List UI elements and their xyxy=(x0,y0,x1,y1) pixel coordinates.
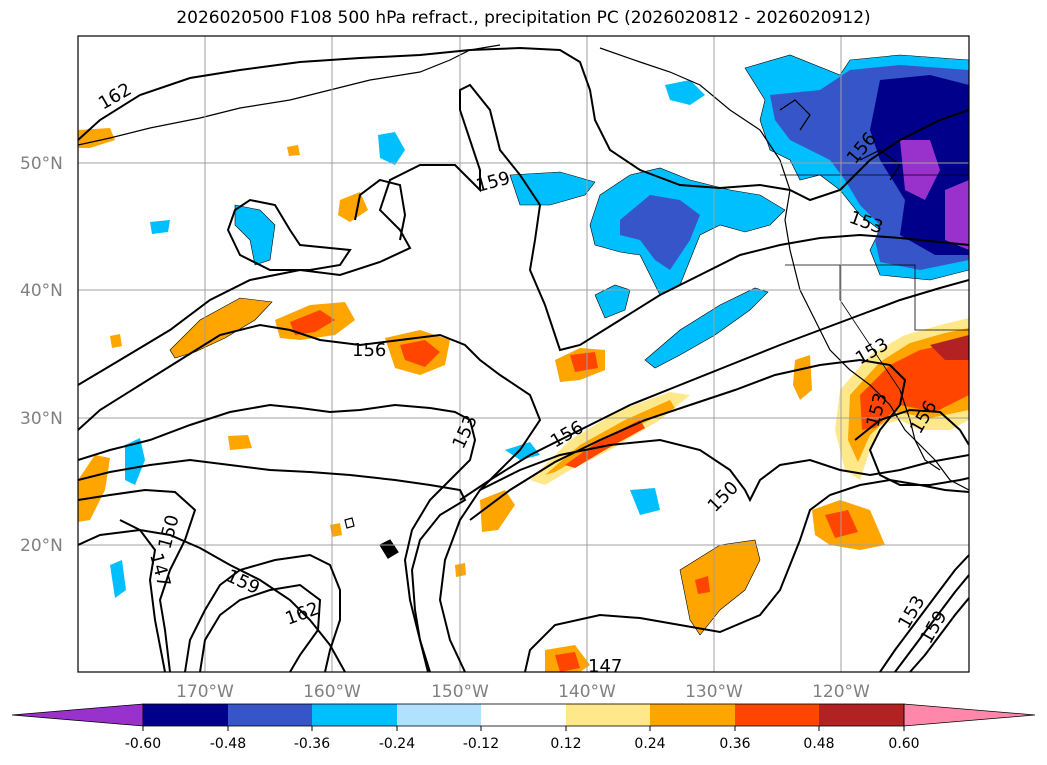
colorbar-tick-label: -0.12 xyxy=(463,736,499,752)
colorbar-tick-label: 0.36 xyxy=(719,736,750,752)
lat-label: 30°N xyxy=(20,409,63,429)
colorbar-segment-4 xyxy=(397,704,481,726)
longitude-labels: 170°W 160°W 150°W 140°W 130°W 120°W xyxy=(176,682,870,702)
colorbar-tick-label: -0.24 xyxy=(379,736,415,752)
map-frame xyxy=(77,35,970,673)
colorbar-segment-1 xyxy=(143,704,228,726)
colorbar-tick-label: 0.48 xyxy=(803,736,834,752)
map-title: 2026020500 F108 500 hPa refract., precip… xyxy=(176,8,871,28)
colorbar-tick-label: 0.24 xyxy=(634,736,665,752)
colorbar-tick-label: -0.60 xyxy=(125,736,161,752)
colorbar-tick-label: 0.60 xyxy=(888,736,919,752)
latitude-labels: 50°N 40°N 30°N 20°N xyxy=(20,154,63,556)
precip-negative-fields xyxy=(110,54,969,598)
colorbar-tick-label: -0.48 xyxy=(210,736,246,752)
lon-label: 130°W xyxy=(685,682,743,702)
colorbar-segment-3 xyxy=(312,704,397,726)
colorbar-segment-9 xyxy=(819,704,904,726)
refractivity-contours xyxy=(78,46,969,672)
gridlines xyxy=(78,36,969,672)
colorbar-frame xyxy=(142,703,905,727)
colorbar-segment-7 xyxy=(650,704,735,726)
lon-label: 160°W xyxy=(303,682,361,702)
colorbar-segment-6 xyxy=(566,704,650,726)
boundaries xyxy=(780,174,969,391)
contour-label: 147 xyxy=(588,656,622,677)
colorbar-tick-label: -0.36 xyxy=(294,736,330,752)
colorbar-tick-label: 0.12 xyxy=(550,736,581,752)
colorbar-segment-5 xyxy=(481,704,566,726)
colorbar-segment-8 xyxy=(735,704,819,726)
colorbar-segment-0 xyxy=(11,703,144,727)
lon-label: 170°W xyxy=(176,682,234,702)
colorbar-ticks xyxy=(142,726,905,731)
colorbar-segment-2 xyxy=(228,704,312,726)
colorbar-segment-10 xyxy=(903,703,1036,727)
contour-label: 156 xyxy=(352,340,386,361)
lat-label: 40°N xyxy=(20,281,63,301)
colorbar: -0.60 -0.48 -0.36 -0.24 -0.12 0.12 0.24 … xyxy=(11,703,1036,752)
lon-label: 140°W xyxy=(558,682,616,702)
lon-label: 120°W xyxy=(812,682,870,702)
lon-label: 150°W xyxy=(431,682,489,702)
map-plot-area: 162 159 156 153 150 147 162 159 156 153 … xyxy=(78,36,969,677)
lat-label: 50°N xyxy=(20,154,63,174)
lat-label: 20°N xyxy=(20,536,63,556)
